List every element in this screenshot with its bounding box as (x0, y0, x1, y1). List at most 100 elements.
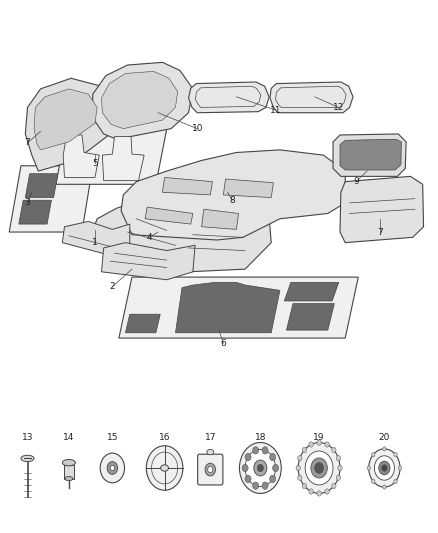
Text: 14: 14 (63, 433, 74, 442)
Circle shape (245, 449, 276, 487)
Circle shape (100, 453, 124, 483)
Text: 8: 8 (229, 196, 235, 205)
Circle shape (394, 453, 397, 457)
Polygon shape (25, 78, 115, 171)
Circle shape (367, 466, 371, 470)
Circle shape (257, 464, 263, 472)
Circle shape (371, 453, 375, 457)
Circle shape (270, 475, 276, 482)
Circle shape (371, 479, 375, 483)
Circle shape (110, 465, 115, 471)
Circle shape (245, 454, 251, 461)
Polygon shape (340, 139, 401, 170)
Text: 17: 17 (205, 433, 216, 442)
Text: 6: 6 (220, 339, 226, 348)
Polygon shape (284, 282, 339, 301)
Circle shape (338, 465, 342, 471)
Polygon shape (162, 177, 212, 195)
Ellipse shape (161, 465, 169, 471)
Circle shape (309, 489, 313, 494)
Circle shape (296, 465, 300, 471)
Circle shape (298, 442, 340, 494)
Circle shape (254, 460, 267, 476)
Circle shape (332, 447, 336, 453)
Text: 9: 9 (353, 177, 359, 186)
Polygon shape (176, 282, 280, 333)
Circle shape (270, 454, 276, 461)
Polygon shape (188, 82, 269, 113)
Circle shape (394, 479, 397, 483)
Polygon shape (270, 82, 353, 113)
FancyBboxPatch shape (198, 454, 223, 485)
Circle shape (315, 463, 323, 473)
Text: 5: 5 (92, 159, 98, 167)
Text: 7: 7 (25, 139, 30, 148)
Ellipse shape (65, 477, 73, 481)
Circle shape (262, 447, 268, 454)
Text: 15: 15 (106, 433, 118, 442)
Text: 13: 13 (22, 433, 33, 442)
Circle shape (317, 440, 321, 445)
Polygon shape (340, 176, 424, 243)
Circle shape (302, 483, 307, 489)
Circle shape (107, 462, 117, 474)
Polygon shape (333, 134, 406, 176)
Circle shape (383, 485, 386, 489)
Circle shape (298, 456, 302, 461)
Ellipse shape (62, 459, 75, 466)
Circle shape (325, 442, 329, 447)
Circle shape (382, 465, 387, 471)
Circle shape (240, 442, 281, 494)
Polygon shape (62, 221, 130, 256)
Text: 2: 2 (110, 282, 115, 291)
Text: 10: 10 (191, 124, 203, 133)
Circle shape (398, 466, 402, 470)
Circle shape (253, 447, 259, 454)
Text: 1: 1 (92, 238, 98, 247)
Circle shape (369, 449, 400, 487)
Circle shape (272, 464, 279, 472)
Text: 18: 18 (254, 433, 266, 442)
Circle shape (305, 451, 333, 485)
Circle shape (332, 483, 336, 489)
Polygon shape (102, 136, 144, 181)
Circle shape (302, 447, 307, 453)
Circle shape (383, 447, 386, 451)
Circle shape (298, 475, 302, 480)
Polygon shape (125, 314, 160, 333)
Polygon shape (86, 187, 271, 272)
Circle shape (379, 461, 390, 475)
Polygon shape (56, 128, 167, 184)
Text: 7: 7 (377, 228, 383, 237)
Text: 12: 12 (333, 103, 344, 112)
Circle shape (205, 463, 215, 476)
Polygon shape (119, 277, 358, 338)
Circle shape (242, 464, 248, 472)
Text: 11: 11 (270, 106, 281, 115)
Text: 20: 20 (379, 433, 390, 442)
Circle shape (208, 466, 213, 473)
Polygon shape (34, 89, 97, 150)
Polygon shape (63, 135, 99, 177)
Circle shape (336, 475, 341, 480)
Polygon shape (223, 179, 273, 198)
Polygon shape (64, 465, 74, 479)
Polygon shape (102, 71, 178, 128)
Ellipse shape (21, 455, 34, 462)
Circle shape (374, 456, 394, 480)
Text: 16: 16 (159, 433, 170, 442)
Ellipse shape (207, 449, 214, 455)
Circle shape (253, 482, 259, 489)
Polygon shape (19, 200, 51, 224)
Circle shape (336, 456, 341, 461)
Circle shape (245, 475, 251, 482)
Text: 19: 19 (313, 433, 325, 442)
Circle shape (317, 491, 321, 496)
Circle shape (311, 458, 327, 478)
Circle shape (262, 482, 268, 489)
Polygon shape (102, 243, 195, 280)
Text: 3: 3 (25, 198, 30, 207)
Circle shape (146, 446, 183, 490)
Circle shape (309, 442, 313, 447)
Polygon shape (9, 166, 93, 232)
